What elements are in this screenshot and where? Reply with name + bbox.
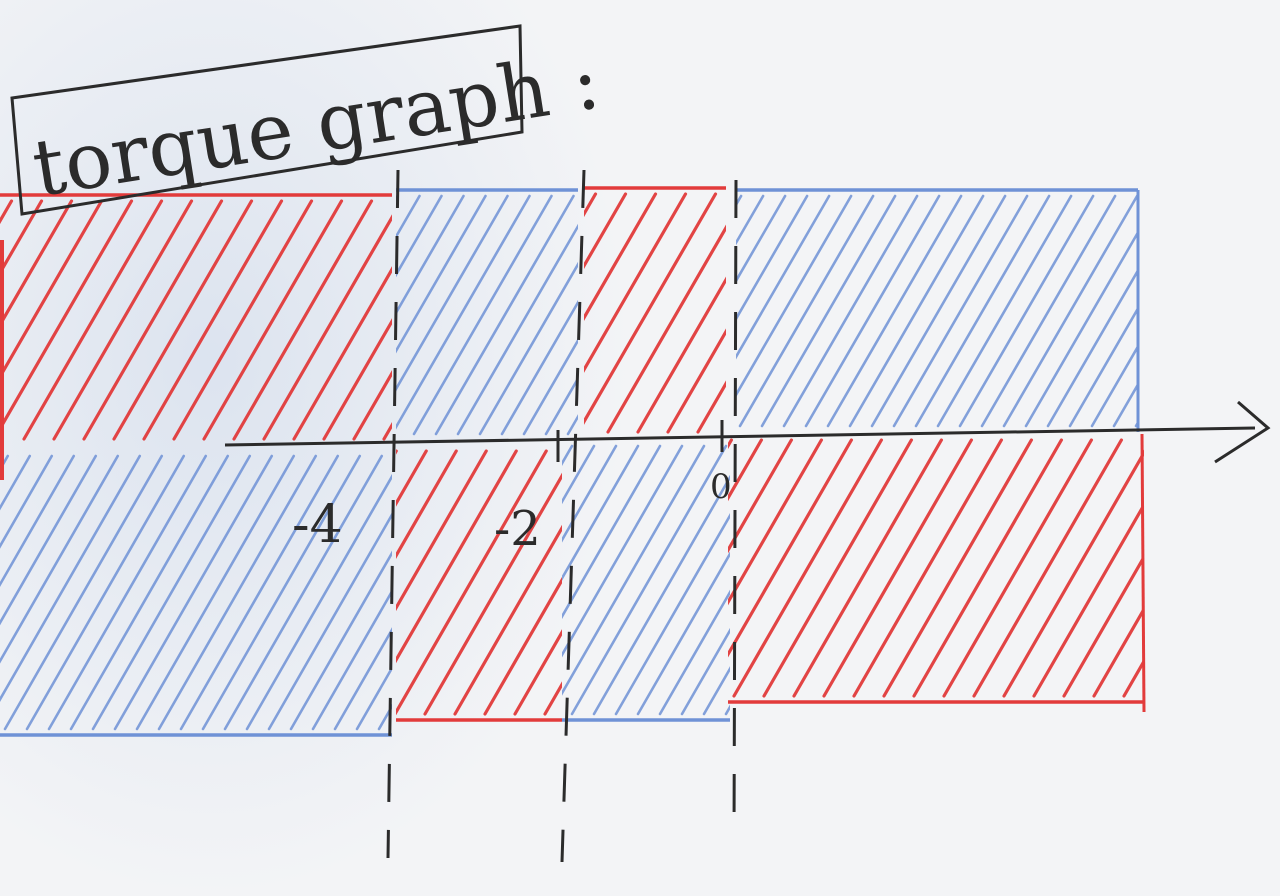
divider-lines <box>386 169 738 863</box>
tick-labels: -4 -2 0 <box>292 467 732 557</box>
region-7-blue-above <box>736 188 1138 428</box>
tick-label-neg2: -2 <box>494 501 541 557</box>
tick-label-neg4: -4 <box>292 495 343 555</box>
region-1-red-above <box>0 193 392 441</box>
region-6-blue-below <box>562 444 730 722</box>
hatched-regions <box>0 186 1146 737</box>
region-4-red-below <box>396 449 562 722</box>
region-2-blue-below <box>0 454 392 737</box>
shadow <box>0 0 700 896</box>
axis-arrow <box>1214 400 1271 464</box>
right-edge-red <box>1140 433 1146 713</box>
tick-label-0: 0 <box>710 467 732 507</box>
region-8-red-below <box>728 438 1144 704</box>
region-3-blue-above <box>396 188 578 436</box>
x-axis <box>224 400 1271 464</box>
region-5-red-above <box>584 186 726 434</box>
